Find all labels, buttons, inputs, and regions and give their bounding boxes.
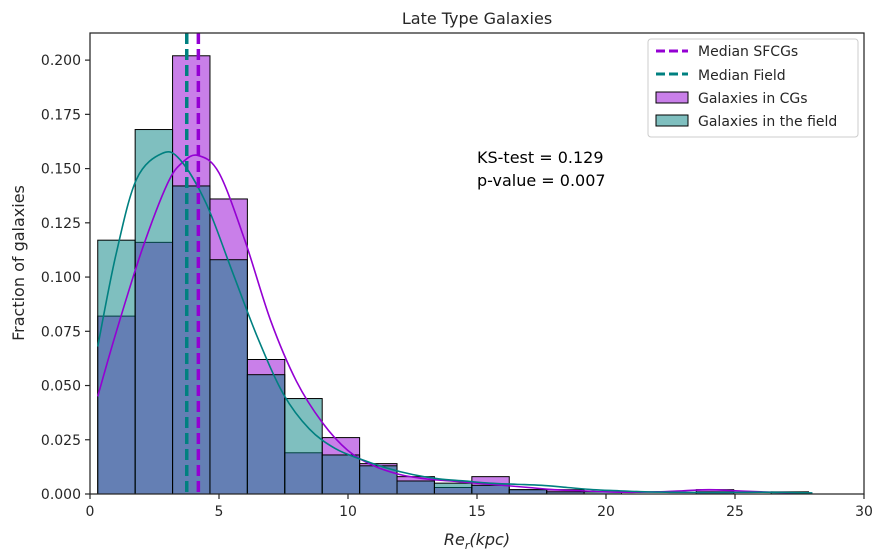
y-tick-label-5: 0.125 — [41, 216, 81, 232]
y-tick-label-7: 0.175 — [41, 107, 81, 123]
field-bar-10 — [471, 484, 510, 495]
ks-test-annotation: KS-test = 0.129 — [477, 148, 604, 167]
legend-box — [647, 38, 859, 138]
field-bar-7 — [359, 465, 398, 495]
x-tick-label-6: 30 — [855, 504, 873, 520]
y-tick-label-0: 0.000 — [41, 487, 81, 503]
y-tick-label-4: 0.100 — [41, 270, 81, 286]
x-axis-label: Rer(kpc) — [444, 530, 510, 552]
x-axis-ticks: 0 5 10 15 20 25 30 — [86, 494, 873, 520]
x-tick-label-0: 0 — [86, 504, 95, 520]
x-tick-label-5: 25 — [726, 504, 744, 520]
field-bar-9 — [433, 482, 473, 495]
field-bar-0 — [97, 239, 136, 495]
y-tick-label-3: 0.075 — [41, 324, 81, 340]
legend-median-sfcgs-label: Median SFCGs — [698, 44, 798, 60]
field-bar-2 — [172, 185, 211, 495]
field-bar-11 — [508, 489, 548, 495]
y-tick-label-8: 0.200 — [41, 53, 81, 69]
field-bar-8 — [396, 480, 435, 495]
field-bar-1 — [134, 129, 174, 495]
legend-median-field-label: Median Field — [698, 68, 786, 84]
x-tick-label-3: 15 — [468, 504, 486, 520]
x-tick-label-2: 10 — [339, 504, 357, 520]
x-tick-label-4: 20 — [597, 504, 615, 520]
kde-cgs-line — [96, 154, 813, 495]
p-value-annotation: p-value = 0.007 — [477, 171, 606, 190]
field-bar-5 — [284, 398, 323, 495]
legend-field-patch — [655, 114, 689, 127]
y-tick-label-1: 0.025 — [41, 433, 81, 449]
field-bar-6 — [321, 454, 361, 495]
legend-cgs-label: Galaxies in CGs — [698, 91, 808, 107]
legend: Median SFCGs Median Field Galaxies in CG… — [647, 38, 859, 138]
field-bar-4 — [246, 374, 286, 495]
median-lines — [185, 33, 201, 494]
legend-field-label: Galaxies in the field — [698, 114, 837, 130]
y-axis-label: Fraction of galaxies — [9, 185, 28, 341]
chart-title: Late Type Galaxies — [402, 9, 552, 28]
y-axis-ticks: 0.000 0.025 0.050 0.075 0.100 0.125 0.150 0.175… — [41, 53, 90, 503]
y-tick-label-6: 0.150 — [41, 162, 81, 178]
x-tick-label-1: 5 — [215, 504, 224, 520]
y-tick-label-2: 0.050 — [41, 379, 81, 395]
legend-cgs-patch — [655, 91, 689, 104]
